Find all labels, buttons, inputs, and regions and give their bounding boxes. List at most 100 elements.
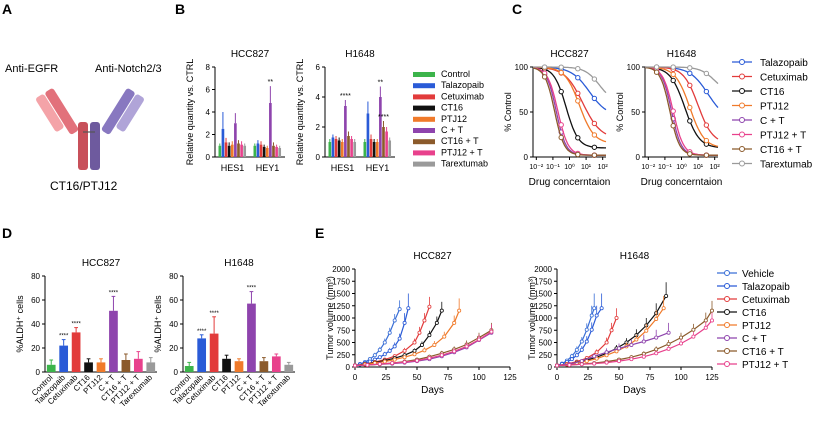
e-legend-marker-ct16 xyxy=(724,309,730,315)
b2-bar-ct16-t-hes1 xyxy=(347,136,350,157)
d1-ytick-label: 40 xyxy=(31,320,40,329)
b1-bar-tarextumab-hes1 xyxy=(243,145,247,157)
e2-line-ptj12-t xyxy=(556,320,713,367)
e2-point-ptj12-t xyxy=(691,334,696,339)
e1-point-ptj12 xyxy=(412,352,417,357)
e1-ytick-label: 1000 xyxy=(332,314,350,323)
b2-ylabel: Relative quantity vs. CTRL xyxy=(295,59,305,166)
anti-notch-label: Anti-Notch2/3 xyxy=(95,63,162,75)
e2-point-c-t xyxy=(617,346,622,351)
e1-xtick-label: 50 xyxy=(413,373,422,382)
d2-bar-c-t xyxy=(247,303,256,372)
b1-bar-ptj12-hey1 xyxy=(265,148,269,157)
e2-xtick-label: 125 xyxy=(705,373,719,382)
e1-point-cetuximab xyxy=(402,348,407,353)
c2-curve-ct16 xyxy=(644,66,719,148)
c1-xlabel: Drug concerntaion xyxy=(529,177,611,188)
d2-ytick-label: 40 xyxy=(169,320,178,329)
b1-bar-c-t-hes1 xyxy=(234,123,237,157)
c1-point-ptj12 xyxy=(591,132,598,138)
c-legend-label-cetuximab: Cetuximab xyxy=(760,73,808,84)
c1-xtick-label: 10⁰ xyxy=(564,163,575,171)
b2-bar-ct16-hes1 xyxy=(337,140,341,157)
e2-line-talazopaib xyxy=(556,307,603,367)
e2-point-c-t xyxy=(666,330,671,335)
e2-point-ct16-t xyxy=(666,341,671,346)
panel-letter-a: A xyxy=(2,1,12,17)
c-legend-label-tarextumab: Tarextumab xyxy=(760,160,813,171)
e-legend-label-talazopaib: Talazopaib xyxy=(742,282,790,293)
e1-line-vehicle xyxy=(354,308,401,367)
e1-point-ct16 xyxy=(434,320,439,325)
e2-xtick-label: 75 xyxy=(646,373,655,382)
c-legend-label-c-t: C + T xyxy=(760,116,785,127)
b1-title: HCC827 xyxy=(231,49,270,60)
b1-ytick-label: 0 xyxy=(206,153,211,162)
e1-point-talazopaib xyxy=(406,306,411,311)
d1-title: HCC827 xyxy=(82,258,121,269)
e1-point-vehicle xyxy=(377,347,382,352)
c2-xlabel: Drug concerntaion xyxy=(641,177,723,188)
c-legend-label-ptj12-t: PTJ12 + T xyxy=(760,131,806,142)
e1-point-ptj12 xyxy=(392,357,397,362)
e-legend-marker-ptj12 xyxy=(724,322,730,328)
e-legend-marker-ct16-t xyxy=(724,348,730,354)
c1-ylabel: % Control xyxy=(503,92,513,132)
e1-point-ptj12 xyxy=(457,308,462,313)
b1-bar-ct16-hes1 xyxy=(227,145,231,157)
b2-bar-c-t-hes1 xyxy=(344,106,347,157)
c2-point-ct16 xyxy=(687,118,693,124)
d1-ytick-label: 60 xyxy=(31,296,40,305)
d1-bar-ptj12 xyxy=(96,362,106,372)
c-legend-label-ptj12: PTJ12 xyxy=(760,102,789,113)
b1-xtick-label-hey1: HEY1 xyxy=(256,163,280,173)
c2-point-cetuximab xyxy=(703,122,710,128)
e-legend-marker-ptj12-t xyxy=(724,361,730,367)
b2-annotation: **** xyxy=(340,93,351,100)
b2-bar-cetuximab-hey1 xyxy=(369,139,373,157)
antibody-left-arm-inner xyxy=(45,88,79,135)
e-legend-label-ct16: CT16 xyxy=(742,308,767,319)
b2-annotation: **** xyxy=(378,114,389,121)
e1-point-ptj12-t xyxy=(464,344,469,349)
e2-point-c-t xyxy=(641,339,646,344)
e1-ytick-label: 750 xyxy=(337,326,351,335)
b1-ytick-label: 4 xyxy=(206,108,211,117)
b1-ytick-label: 8 xyxy=(206,63,211,72)
c1-point-talazopaib xyxy=(591,95,598,102)
d2-bar-cetuximab xyxy=(209,333,219,372)
b2-bar-c-t-hey1 xyxy=(379,97,382,157)
panel-letter-c: C xyxy=(512,1,522,17)
e2-point-ct16-t xyxy=(691,327,696,332)
b1-bar-ptj12-t-hey1 xyxy=(275,146,278,157)
b1-bar-cetuximab-hey1 xyxy=(259,144,263,157)
c-legend-marker-ct16 xyxy=(739,88,745,94)
c1-point-tarextumab xyxy=(541,64,548,70)
d1-ylabel: %ALDH⁺ cells xyxy=(15,295,25,353)
c1-point-cetuximab xyxy=(591,120,598,127)
e1-point-ptj12-t xyxy=(452,349,457,354)
c1-point-ct16-t xyxy=(575,151,581,158)
e2-point-ptj12 xyxy=(654,316,659,321)
e2-point-talazopaib xyxy=(579,347,584,352)
e1-point-cetuximab xyxy=(427,304,432,309)
e2-ylabel: Tumor volume (mm³) xyxy=(527,276,537,360)
d2-sig-cetuximab: **** xyxy=(209,311,219,317)
b-legend-swatch-c-t xyxy=(413,128,435,133)
anti-egfr-label: Anti-EGFR xyxy=(5,63,58,75)
d1-ytick-label: 20 xyxy=(31,344,40,353)
b1-bar-ct16-t-hes1 xyxy=(237,143,240,157)
b1-ytick-label: 2 xyxy=(206,131,211,140)
b2-bar-tarextumab-hey1 xyxy=(388,140,392,157)
e-legend-marker-cetuximab xyxy=(724,296,730,302)
d2-bar-talazopaib xyxy=(197,338,207,372)
c2-xtick-label: 10⁻² xyxy=(641,164,655,171)
b2-bar-cetuximab-hes1 xyxy=(334,139,338,157)
b1-bar-control-hes1 xyxy=(218,145,222,157)
e2-point-ptj12-t xyxy=(617,359,622,364)
d2-ytick-label: 60 xyxy=(169,296,178,305)
c-legend-marker-talazopaib xyxy=(739,59,745,65)
b1-ylabel: Relative quantity vs. CTRL xyxy=(185,59,195,166)
d2-ytick-label: 0 xyxy=(174,368,179,377)
